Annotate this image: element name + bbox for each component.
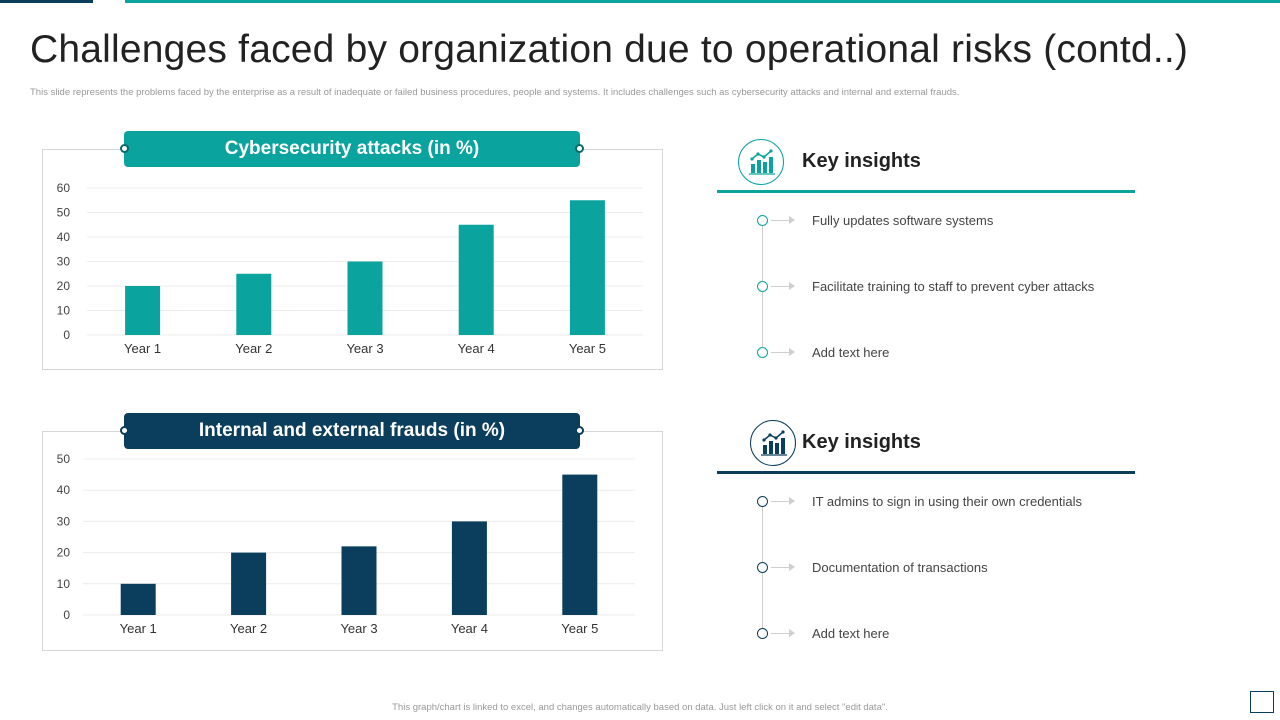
chart-frauds[interactable]: 0 10 20 30 40 50 Year 1 Year 2 Year 3 Year 4 Year … [43,432,664,652]
y-tick-label: 50 [57,206,71,220]
insight-item: IT admins to sign in using their own cre… [757,494,1157,509]
chart-growth-icon [750,420,796,466]
top-accent-bar-teal [125,0,1280,3]
arrow-line [771,567,791,568]
page-subtitle: This slide represents the problems faced… [30,87,960,98]
banner-dot-right [575,144,584,153]
bar-year-2 [236,273,272,335]
y-tick-label: 40 [57,483,71,497]
x-tick-label: Year 3 [340,621,377,636]
bar-year-4 [458,224,494,335]
y-tick-label: 10 [57,577,71,591]
banner-dot-left [120,144,129,153]
x-tick-label: Year 4 [451,621,488,636]
bar-year-1 [120,583,156,615]
arrow-right-icon [789,216,795,224]
chart-frauds-title-banner: Internal and external frauds (in %) [120,413,584,449]
insight-text[interactable]: Add text here [812,345,890,360]
insight-text: Fully updates software systems [812,213,994,228]
x-tick-label: Year 2 [230,621,267,636]
page-title: Challenges faced by organization due to … [30,28,1189,71]
key-insights-title-2: Key insights [802,431,921,453]
y-tick-label: 0 [63,608,70,622]
bullet-dot [757,281,768,292]
bar-year-4 [451,521,487,615]
arrow-line [771,286,791,287]
bullet-dot [757,562,768,573]
top-accent-bar-dark [0,0,93,3]
arrow-right-icon [789,629,795,637]
bullet-dot [757,347,768,358]
x-tick-label: Year 1 [124,341,161,356]
bar-year-2 [231,552,267,615]
y-tick-label: 10 [57,304,71,318]
y-tick-label: 50 [57,452,71,466]
arrow-right-icon [789,497,795,505]
bar-year-3 [341,546,377,615]
slide-corner-box [1250,691,1274,713]
x-tick-label: Year 4 [458,341,495,356]
x-tick-label: Year 5 [561,621,598,636]
bar-year-3 [347,261,383,335]
key-insights-header-1: Key insights [738,139,1138,189]
insight-item: Add text here [757,626,1157,641]
bar-year-5 [569,200,605,335]
insight-item: Fully updates software systems [757,213,1157,228]
y-tick-label: 40 [57,230,71,244]
x-tick-label: Year 1 [120,621,157,636]
insight-text: Facilitate training to staff to prevent … [812,279,1095,294]
bullet-dot [757,215,768,226]
bar-year-5 [562,474,598,615]
chart-cybersecurity-panel[interactable]: 0 10 20 30 40 50 60 Year 1 Year 2 Year 3 Year 4 Yea… [42,149,663,370]
chart-cybersecurity-title: Cybersecurity attacks (in %) [224,138,480,159]
insight-text: IT admins to sign in using their own cre… [812,494,1083,509]
x-tick-label: Year 2 [235,341,272,356]
insight-item: Add text here [757,345,1157,360]
y-tick-label: 20 [57,546,71,560]
y-tick-label: 20 [57,279,71,293]
footnote: This graph/chart is linked to excel, and… [392,702,888,713]
arrow-line [771,352,791,353]
arrow-right-icon [789,282,795,290]
x-tick-label: Year 5 [569,341,606,356]
arrow-line [771,220,791,221]
bar-year-1 [125,286,161,335]
chart-cybersecurity[interactable]: 0 10 20 30 40 50 60 Year 1 Year 2 Year 3 Year 4 Yea… [43,150,664,371]
banner-dot-left [120,426,129,435]
y-tick-label: 30 [57,514,71,528]
arrow-line [771,501,791,502]
insight-item: Facilitate training to staff to prevent … [757,279,1157,294]
bullet-dot [757,628,768,639]
arrow-right-icon [789,563,795,571]
key-insights-divider-1 [717,190,1135,193]
key-insights-title-1: Key insights [802,150,921,172]
chart-growth-icon [738,139,784,185]
insight-item: Documentation of transactions [757,560,1157,575]
key-insights-header-2: Key insights [738,420,1138,470]
insight-text[interactable]: Add text here [812,626,890,641]
y-tick-label: 30 [57,255,71,269]
chart-cybersecurity-title-banner: Cybersecurity attacks (in %) [120,131,584,167]
bullet-dot [757,496,768,507]
banner-dot-right [575,426,584,435]
insight-text: Documentation of transactions [812,560,988,575]
y-tick-label: 0 [63,328,70,342]
chart-frauds-title: Internal and external frauds (in %) [198,420,506,441]
arrow-line [771,633,791,634]
arrow-right-icon [789,348,795,356]
y-tick-label: 60 [57,181,71,195]
key-insights-divider-2 [717,471,1135,474]
x-tick-label: Year 3 [346,341,383,356]
chart-frauds-panel[interactable]: 0 10 20 30 40 50 Year 1 Year 2 Year 3 Year 4 Year … [42,431,663,651]
